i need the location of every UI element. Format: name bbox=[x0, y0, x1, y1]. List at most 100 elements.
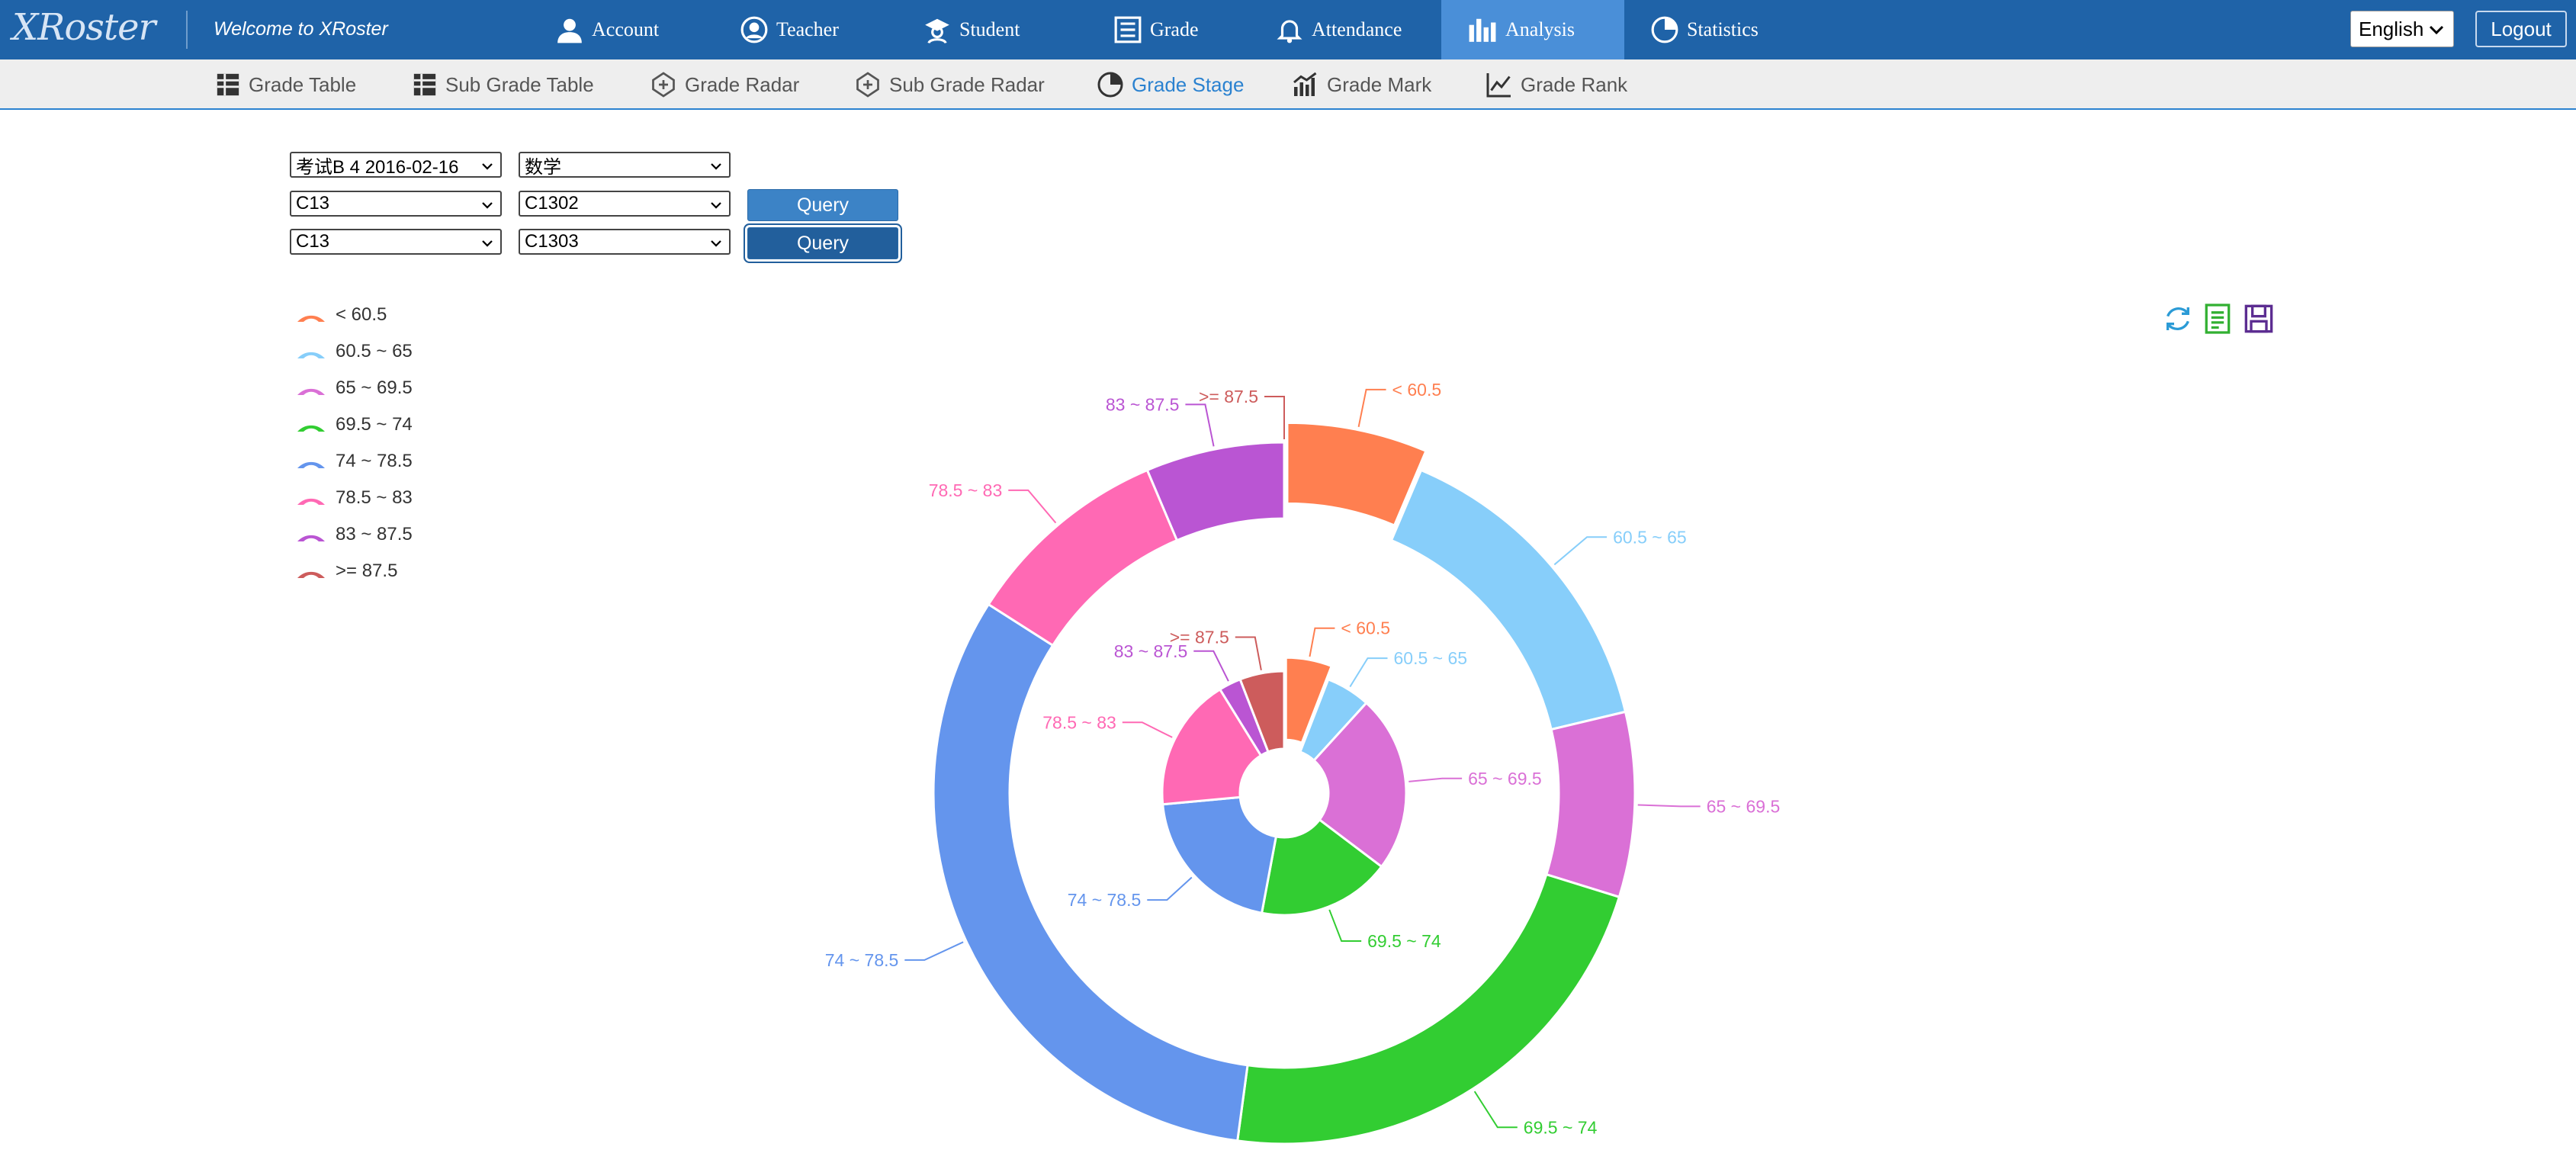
pie-slice-outer[interactable] bbox=[1544, 710, 1636, 899]
legend-label: 78.5 ~ 83 bbox=[336, 487, 413, 508]
slice-label: 78.5 ~ 83 bbox=[1042, 712, 1116, 732]
refresh-tool[interactable] bbox=[2163, 304, 2193, 338]
chevron-down-icon bbox=[482, 202, 493, 209]
subnav-grade-rank[interactable]: Grade Rank bbox=[1486, 59, 1627, 110]
app-logo[interactable]: XRoster bbox=[12, 6, 156, 49]
nav-statistics-label: Statistics bbox=[1687, 18, 1759, 40]
pie-slice-inner[interactable] bbox=[1238, 670, 1286, 753]
pie-slice-outer[interactable] bbox=[1145, 441, 1286, 542]
subnav-grade-table[interactable]: Grade Table bbox=[215, 59, 356, 110]
label-line bbox=[1408, 777, 1463, 782]
subnav-grade-stage[interactable]: Grade Stage bbox=[1097, 59, 1244, 110]
pie-slice-inner[interactable] bbox=[1161, 795, 1278, 915]
pie-slice-inner[interactable] bbox=[1161, 687, 1263, 806]
slice-label: 69.5 ~ 74 bbox=[1367, 931, 1441, 951]
nav-analysis-label: Analysis bbox=[1505, 18, 1575, 40]
grade-select-2[interactable]: C13 bbox=[290, 229, 502, 255]
slice-label: 65 ~ 69.5 bbox=[1468, 769, 1542, 789]
language-value: English bbox=[2359, 17, 2424, 40]
nav-teacher[interactable]: Teacher bbox=[740, 0, 839, 59]
nav-grade[interactable]: Grade bbox=[1113, 0, 1199, 59]
logo-divider bbox=[186, 11, 188, 49]
nav-account[interactable]: Account bbox=[555, 0, 659, 59]
nav-attendance[interactable]: Attendance bbox=[1275, 0, 1402, 59]
slice-label: < 60.5 bbox=[1392, 380, 1442, 400]
bar-chart-icon bbox=[1469, 18, 1496, 42]
pie-slice-outer[interactable] bbox=[1236, 872, 1621, 1145]
grade-select-1[interactable]: C13 bbox=[290, 191, 502, 217]
label-line bbox=[1553, 536, 1608, 566]
chevron-down-icon bbox=[2429, 25, 2444, 35]
legend-item[interactable]: 60.5 ~ 65 bbox=[296, 340, 413, 363]
grade-value-1: C13 bbox=[296, 193, 330, 214]
nav-statistics[interactable]: Statistics bbox=[1650, 0, 1759, 59]
legend-item[interactable]: 78.5 ~ 83 bbox=[296, 487, 413, 509]
nav-analysis[interactable]: Analysis bbox=[1441, 0, 1624, 59]
pie-slice-outer[interactable] bbox=[1286, 421, 1428, 527]
legend-label: < 60.5 bbox=[336, 304, 387, 325]
legend-item[interactable]: 74 ~ 78.5 bbox=[296, 450, 413, 473]
subject-value: 数学 bbox=[525, 156, 561, 178]
label-line bbox=[1349, 657, 1388, 688]
language-select[interactable]: English bbox=[2350, 11, 2454, 47]
sub-navbar: Grade Table Sub Grade Table Grade Radar … bbox=[0, 59, 2576, 110]
query-button-1[interactable]: Query bbox=[747, 189, 898, 221]
pie-slice-inner[interactable] bbox=[1260, 818, 1383, 917]
legend-item[interactable]: 83 ~ 87.5 bbox=[296, 523, 413, 546]
welcome-text: Welcome to XRoster bbox=[214, 18, 388, 40]
nav-teacher-label: Teacher bbox=[776, 18, 839, 40]
label-line bbox=[1473, 1091, 1518, 1129]
pie-slice-outer[interactable] bbox=[987, 468, 1179, 647]
legend-label: 83 ~ 87.5 bbox=[336, 524, 413, 544]
save-image-tool[interactable] bbox=[2244, 304, 2274, 338]
legend-swatch bbox=[297, 352, 325, 358]
pie-slice-outer[interactable] bbox=[932, 602, 1249, 1142]
grade-list-icon bbox=[1114, 16, 1142, 43]
refresh-icon bbox=[2166, 307, 2189, 331]
slice-label: 74 ~ 78.5 bbox=[825, 950, 899, 970]
label-line bbox=[1147, 876, 1193, 901]
class-select-2[interactable]: C1303 bbox=[519, 229, 731, 255]
query-button-2[interactable]: Query bbox=[747, 227, 898, 259]
label-line bbox=[1193, 650, 1229, 682]
radar-icon bbox=[652, 72, 675, 98]
pie-slice-inner[interactable] bbox=[1284, 656, 1334, 745]
legend-item[interactable]: >= 87.5 bbox=[296, 560, 397, 583]
class-select-1[interactable]: C1302 bbox=[519, 191, 731, 217]
slice-label: >= 87.5 bbox=[1199, 387, 1258, 406]
teacher-icon bbox=[740, 16, 768, 43]
table-icon bbox=[413, 73, 436, 96]
subject-select[interactable]: 数学 bbox=[519, 152, 731, 178]
subnav-grade-radar[interactable]: Grade Radar bbox=[650, 59, 799, 110]
legend-label: >= 87.5 bbox=[336, 561, 398, 581]
nav-student[interactable]: Student bbox=[923, 0, 1020, 59]
student-icon bbox=[925, 18, 949, 44]
subnav-label: Grade Mark bbox=[1327, 72, 1432, 96]
legend-swatch bbox=[297, 535, 325, 541]
grade-value-2: C13 bbox=[296, 231, 330, 252]
bell-icon bbox=[1277, 20, 1302, 43]
exam-select[interactable]: 考试B 4 2016-02-16 bbox=[290, 152, 502, 178]
pie-slice-inner[interactable] bbox=[1312, 701, 1408, 869]
data-view-tool[interactable] bbox=[2204, 304, 2231, 338]
subnav-label: Grade Stage bbox=[1132, 72, 1245, 96]
label-line bbox=[1328, 909, 1362, 942]
subnav-sub-grade-table[interactable]: Sub Grade Table bbox=[412, 59, 594, 110]
label-line bbox=[1357, 388, 1386, 428]
line-chart-icon bbox=[1486, 73, 1511, 98]
pie-slice-outer[interactable] bbox=[1389, 468, 1627, 731]
legend-item[interactable]: 69.5 ~ 74 bbox=[296, 413, 413, 436]
pie-chart-icon bbox=[1651, 16, 1678, 43]
logout-button[interactable]: Logout bbox=[2475, 11, 2567, 47]
subnav-grade-mark[interactable]: Grade Mark bbox=[1292, 59, 1431, 110]
chevron-down-icon bbox=[711, 240, 721, 247]
data-view-icon bbox=[2205, 304, 2231, 334]
legend-swatch bbox=[297, 461, 325, 468]
legend-item[interactable]: 65 ~ 69.5 bbox=[296, 377, 413, 400]
legend-label: 74 ~ 78.5 bbox=[336, 451, 413, 471]
legend-item[interactable]: < 60.5 bbox=[296, 304, 387, 326]
legend-label: 69.5 ~ 74 bbox=[336, 414, 413, 435]
subnav-sub-grade-radar[interactable]: Sub Grade Radar bbox=[854, 59, 1045, 110]
mark-chart-icon bbox=[1293, 72, 1317, 96]
